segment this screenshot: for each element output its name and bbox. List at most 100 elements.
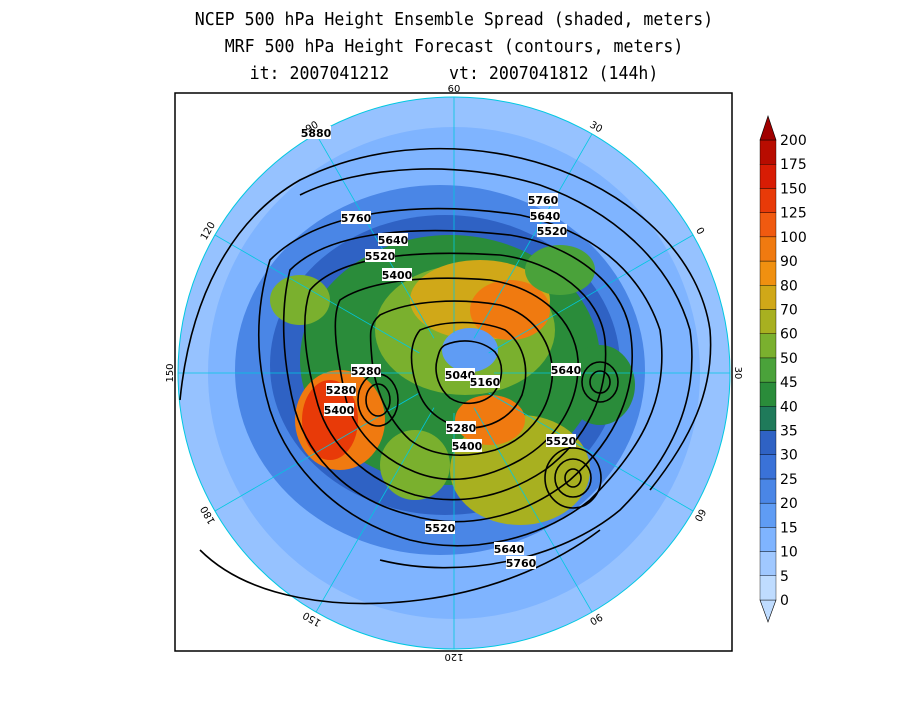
contour-label: 5520 <box>365 249 396 263</box>
contour-label: 5640 <box>530 209 561 223</box>
colorbar-swatch <box>759 309 777 334</box>
colorbar-lower-arrow <box>759 599 777 623</box>
title-line-2: MRF 500 hPa Height Forecast (contours, m… <box>224 36 684 57</box>
contour-label: 5520 <box>537 224 568 238</box>
svg-text:5880: 5880 <box>301 127 332 140</box>
colorbar-swatch <box>759 188 777 213</box>
contour-labels: 5880576056405520540057605640552052805280… <box>301 126 582 570</box>
colorbar-tick-label: 15 <box>780 520 798 536</box>
meridian-line <box>214 234 420 354</box>
svg-text:5640: 5640 <box>551 364 582 377</box>
contour-label: 5520 <box>546 434 577 448</box>
colorbar-tick-label: 90 <box>780 254 798 270</box>
svg-text:5280: 5280 <box>326 384 357 397</box>
svg-text:5400: 5400 <box>324 404 355 417</box>
longitude-label: 60 <box>448 84 461 95</box>
colorbar-tick-label: 35 <box>780 424 798 440</box>
contour-label: 5280 <box>326 383 357 397</box>
svg-text:5280: 5280 <box>446 422 477 435</box>
colorbar-swatch <box>759 406 777 431</box>
contour-label: 5640 <box>378 233 409 247</box>
colorbar-tick-label: 20 <box>780 496 798 512</box>
contour-label: 5880 <box>301 126 332 140</box>
svg-text:5400: 5400 <box>382 269 413 282</box>
svg-text:5160: 5160 <box>470 376 501 389</box>
colorbar-tick-label: 25 <box>780 472 798 488</box>
longitude-label: 90 <box>304 120 321 136</box>
svg-text:5760: 5760 <box>506 557 537 570</box>
svg-text:5040: 5040 <box>445 369 476 382</box>
svg-text:5760: 5760 <box>341 212 372 225</box>
colorbar-swatch <box>759 212 777 238</box>
meridian-line <box>315 407 435 613</box>
colorbar-tick-label: 60 <box>780 327 798 343</box>
longitude-label: 150 <box>165 363 176 382</box>
meridian-line <box>488 392 694 512</box>
colorbar-tick-label: 100 <box>780 230 807 246</box>
svg-text:5520: 5520 <box>546 435 577 448</box>
colorbar-upper-arrow <box>759 115 777 141</box>
colorbar-swatch <box>759 381 777 407</box>
colorbar-tick-label: 40 <box>780 399 798 415</box>
svg-text:5520: 5520 <box>365 250 396 263</box>
colorbar-tick-label: 80 <box>780 278 798 294</box>
contour-label: 5280 <box>446 421 477 435</box>
contour-label: 5760 <box>506 556 537 570</box>
contour-label: 5760 <box>528 193 559 207</box>
contour-label: 5400 <box>324 403 355 417</box>
colorbar-swatch <box>759 454 777 480</box>
colorbar: 0 5 10 15 20 25 30 35 40 45 50 60 70 80 90 100 125 150 175… <box>759 115 807 623</box>
contour-label: 5040 <box>445 368 476 382</box>
colorbar-tick-label: 5 <box>780 569 789 585</box>
colorbar-swatch <box>759 139 777 165</box>
contour-label: 5160 <box>470 375 501 389</box>
contour-label: 5520 <box>425 521 456 535</box>
contour-label: 5640 <box>551 363 582 377</box>
colorbar-swatch <box>759 502 777 528</box>
colorbar-swatch <box>759 357 777 383</box>
contour-label: 5760 <box>341 211 372 225</box>
colorbar-swatch <box>759 260 777 286</box>
colorbar-swatch <box>759 551 777 576</box>
colorbar-swatch <box>759 478 777 504</box>
colorbar-swatch <box>759 236 777 262</box>
colorbar-tick-label: 125 <box>780 206 807 222</box>
meridian-line <box>473 407 593 613</box>
colorbar-swatch <box>759 527 777 552</box>
longitude-label: 120 <box>444 651 463 662</box>
colorbar-tick-label: 0 <box>780 593 789 609</box>
svg-text:5400: 5400 <box>452 440 483 453</box>
title-line-3: it: 2007041212 vt: 2007041812 (144h) <box>249 63 659 84</box>
colorbar-tick-label: 200 <box>780 133 807 149</box>
contour-label: 5640 <box>494 542 525 556</box>
colorbar-swatch <box>759 575 777 601</box>
svg-text:5640: 5640 <box>530 210 561 223</box>
longitude-label: 30 <box>732 367 743 380</box>
contour-label: 5400 <box>382 268 413 282</box>
hemisphere-edge <box>177 96 731 650</box>
meridian-line <box>488 234 694 354</box>
colorbar-tick-label: 175 <box>780 157 807 173</box>
svg-text:5760: 5760 <box>528 194 559 207</box>
height-contours <box>179 147 712 605</box>
contour-label: 5280 <box>351 364 382 378</box>
colorbar-tick-label: 10 <box>780 545 798 561</box>
svg-text:5640: 5640 <box>378 234 409 247</box>
colorbar-swatch <box>759 333 777 359</box>
title-line-1: NCEP 500 hPa Height Ensemble Spread (sha… <box>194 9 714 30</box>
colorbar-tick-label: 150 <box>780 181 807 197</box>
svg-text:5280: 5280 <box>351 365 382 378</box>
colorbar-tick-label: 50 <box>780 351 798 367</box>
colorbar-tick-label: 30 <box>780 448 798 464</box>
colorbar-tick-label: 45 <box>780 375 798 391</box>
contour-label: 5400 <box>452 439 483 453</box>
longitude-label: 30 <box>587 120 604 136</box>
colorbar-swatch <box>759 285 777 310</box>
chart-title-block: NCEP 500 hPa Height Ensemble Spread (sha… <box>0 6 908 87</box>
colorbar-swatch <box>759 164 777 189</box>
longitude-label: 0 <box>693 226 706 237</box>
svg-text:5520: 5520 <box>425 522 456 535</box>
svg-text:5640: 5640 <box>494 543 525 556</box>
colorbar-tick-label: 70 <box>780 302 798 318</box>
